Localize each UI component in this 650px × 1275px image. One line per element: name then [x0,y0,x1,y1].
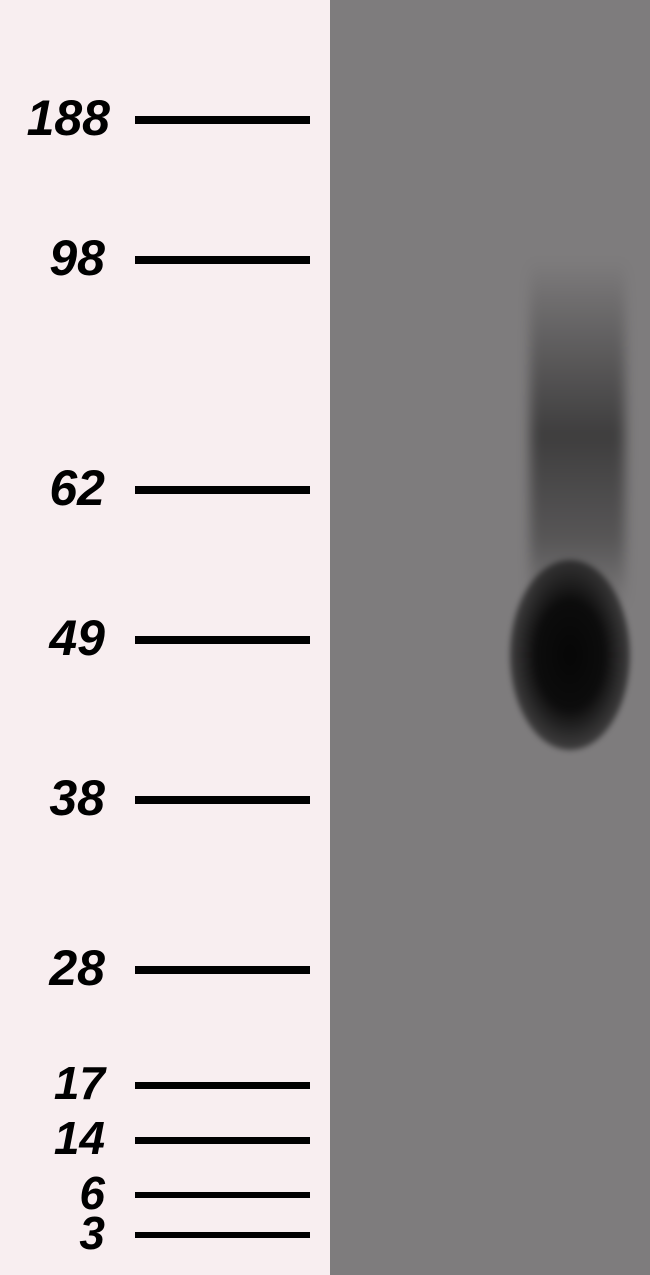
blot-smear [530,260,625,610]
marker-tick [135,486,310,494]
marker-label: 62 [35,459,105,517]
marker-label: 14 [35,1111,105,1165]
marker-tick [135,636,310,644]
marker-label: 98 [35,229,105,287]
marker-tick [135,1232,310,1238]
marker-label: 38 [35,769,105,827]
marker-tick [135,1082,310,1089]
marker-tick [135,256,310,264]
marker-tick [135,966,310,974]
western-blot-figure: 188 98 62 49 38 28 17 14 6 3 [0,0,650,1275]
marker-label: 3 [60,1206,105,1260]
marker-label: 49 [35,609,105,667]
marker-tick [135,1192,310,1198]
marker-label: 188 [15,89,110,147]
marker-label: 17 [35,1056,105,1110]
marker-tick [135,796,310,804]
marker-tick [135,116,310,124]
marker-label: 28 [35,939,105,997]
blot-band [510,560,630,750]
marker-tick [135,1137,310,1144]
